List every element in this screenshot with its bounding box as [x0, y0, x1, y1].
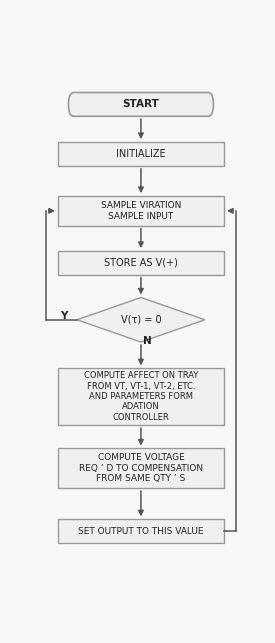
- FancyBboxPatch shape: [58, 196, 224, 226]
- FancyBboxPatch shape: [58, 520, 224, 543]
- Text: COMPUTE VOLTAGE
REQ ’ D TO COMPENSATION
FROM SAME QTY ’ S: COMPUTE VOLTAGE REQ ’ D TO COMPENSATION …: [79, 453, 203, 483]
- Text: SAMPLE VIRATION
SAMPLE INPUT: SAMPLE VIRATION SAMPLE INPUT: [101, 201, 181, 221]
- FancyBboxPatch shape: [58, 251, 224, 275]
- Text: COMPUTE AFFECT ON TRAY
FROM VT, VT-1, VT-2, ETC.
AND PARAMETERS FORM
ADATION
CON: COMPUTE AFFECT ON TRAY FROM VT, VT-1, VT…: [84, 371, 198, 422]
- Polygon shape: [77, 298, 205, 342]
- FancyBboxPatch shape: [58, 142, 224, 166]
- Text: SET OUTPUT TO THIS VALUE: SET OUTPUT TO THIS VALUE: [78, 527, 204, 536]
- Text: START: START: [123, 100, 159, 109]
- Text: Y: Y: [60, 311, 68, 321]
- Text: STORE AS V(+): STORE AS V(+): [104, 258, 178, 268]
- Text: V(τ) = 0: V(τ) = 0: [121, 315, 161, 325]
- FancyBboxPatch shape: [58, 449, 224, 488]
- FancyBboxPatch shape: [68, 93, 213, 116]
- Text: N: N: [142, 336, 151, 345]
- FancyBboxPatch shape: [58, 368, 224, 425]
- Text: INITIALIZE: INITIALIZE: [116, 149, 166, 159]
